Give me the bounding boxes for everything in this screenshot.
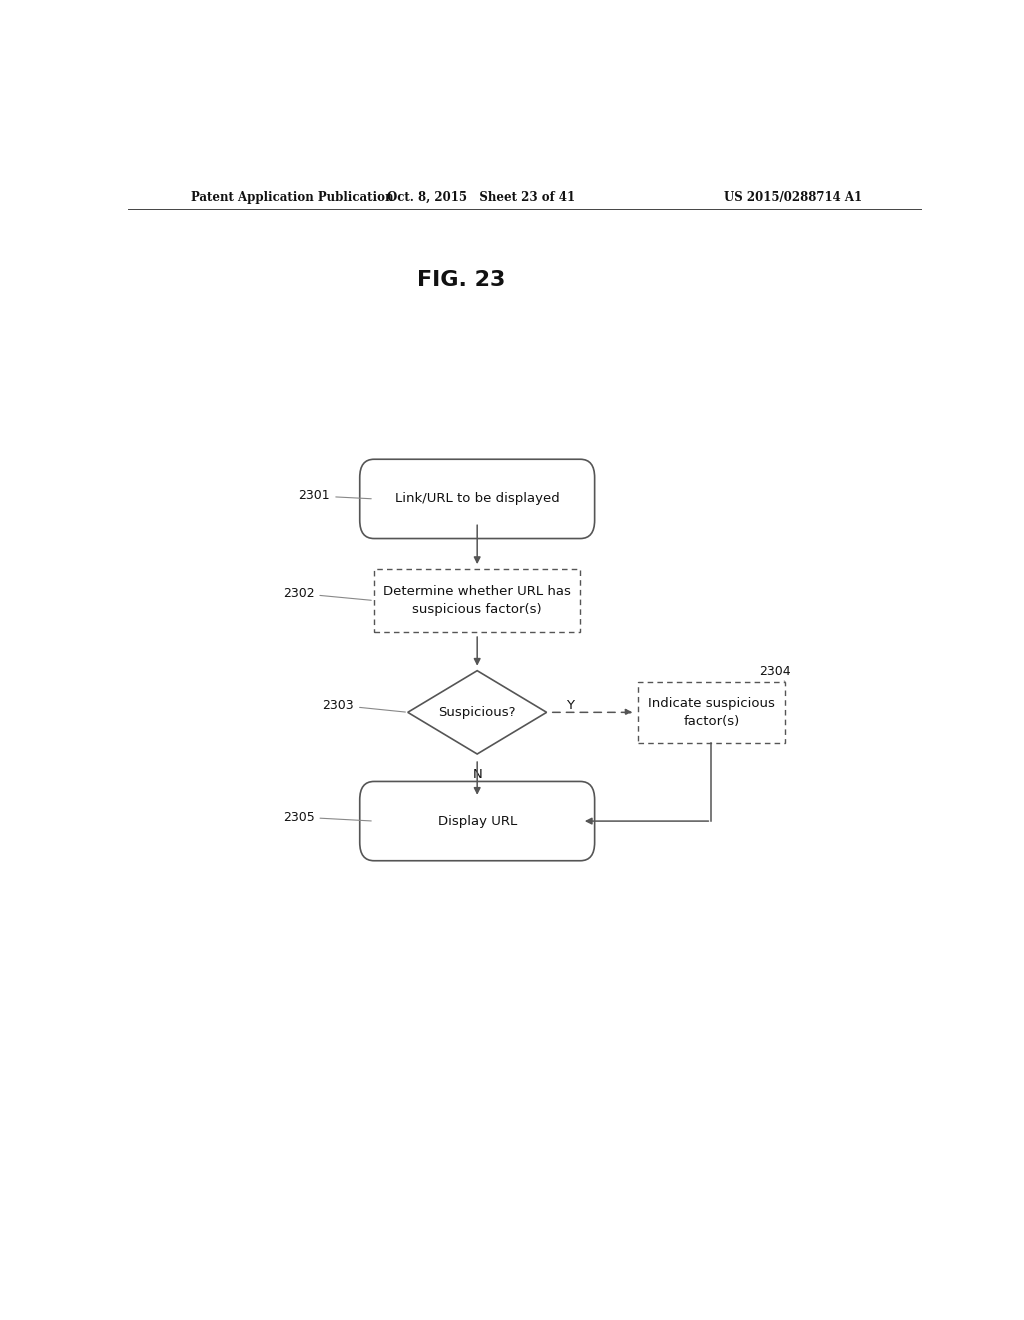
Text: Patent Application Publication: Patent Application Publication: [191, 190, 394, 203]
Text: Determine whether URL has
suspicious factor(s): Determine whether URL has suspicious fac…: [383, 585, 571, 616]
Text: US 2015/0288714 A1: US 2015/0288714 A1: [724, 190, 862, 203]
Text: Oct. 8, 2015   Sheet 23 of 41: Oct. 8, 2015 Sheet 23 of 41: [387, 190, 575, 203]
Text: 2301: 2301: [299, 490, 372, 503]
Text: 2303: 2303: [323, 698, 406, 711]
Text: N: N: [472, 768, 482, 781]
Bar: [638, 682, 784, 743]
Bar: [374, 569, 581, 632]
Text: Display URL: Display URL: [437, 814, 517, 828]
FancyBboxPatch shape: [359, 459, 595, 539]
Text: Indicate suspicious
factor(s): Indicate suspicious factor(s): [648, 697, 775, 727]
Text: 2304: 2304: [759, 665, 791, 682]
Text: 2302: 2302: [283, 587, 372, 601]
Text: Link/URL to be displayed: Link/URL to be displayed: [395, 492, 559, 506]
Text: FIG. 23: FIG. 23: [417, 271, 506, 290]
Text: Y: Y: [566, 698, 574, 711]
Text: 2305: 2305: [283, 810, 372, 824]
Text: Suspicious?: Suspicious?: [438, 706, 516, 719]
FancyBboxPatch shape: [359, 781, 595, 861]
Polygon shape: [408, 671, 547, 754]
